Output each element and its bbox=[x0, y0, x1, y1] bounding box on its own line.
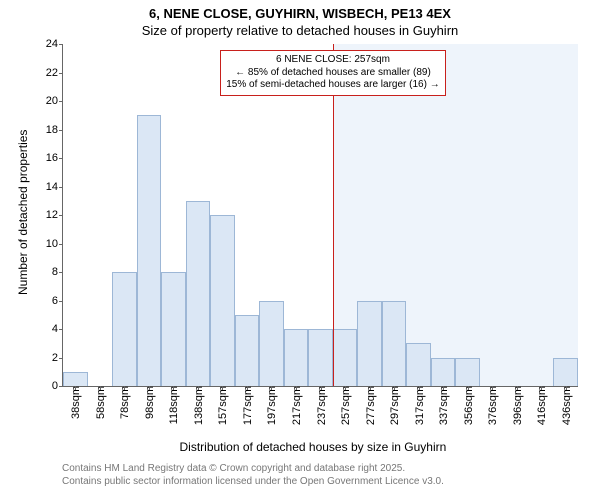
x-tick: 376sqm bbox=[485, 386, 499, 425]
histogram-bar bbox=[333, 329, 358, 386]
x-tick: 138sqm bbox=[191, 386, 205, 425]
x-tick: 118sqm bbox=[166, 386, 180, 424]
histogram-bar bbox=[406, 343, 431, 386]
x-tick: 78sqm bbox=[117, 386, 131, 419]
x-tick: 177sqm bbox=[240, 386, 254, 425]
x-tick: 217sqm bbox=[289, 386, 303, 425]
x-tick: 356sqm bbox=[461, 386, 475, 425]
x-tick: 58sqm bbox=[93, 386, 107, 419]
x-tick: 436sqm bbox=[559, 386, 573, 425]
x-tick: 98sqm bbox=[142, 386, 156, 419]
histogram-bar bbox=[137, 115, 162, 386]
histogram-bar bbox=[308, 329, 333, 386]
y-axis-label: Number of detached properties bbox=[16, 130, 30, 295]
histogram-bar bbox=[63, 372, 88, 386]
annotation-line3: 15% of semi-detached houses are larger (… bbox=[226, 79, 439, 92]
chart-title-line1: 6, NENE CLOSE, GUYHIRN, WISBECH, PE13 4E… bbox=[0, 0, 600, 23]
annotation-box: 6 NENE CLOSE: 257sqm← 85% of detached ho… bbox=[220, 50, 445, 96]
x-tick: 157sqm bbox=[215, 386, 229, 425]
histogram-bar bbox=[382, 301, 407, 387]
histogram-bar bbox=[431, 358, 456, 387]
footer-line1: Contains HM Land Registry data © Crown c… bbox=[62, 462, 444, 475]
x-tick: 297sqm bbox=[387, 386, 401, 425]
annotation-line1: 6 NENE CLOSE: 257sqm bbox=[226, 54, 439, 67]
x-tick: 416sqm bbox=[534, 386, 548, 425]
histogram-bar bbox=[284, 329, 309, 386]
x-tick: 396sqm bbox=[510, 386, 524, 425]
x-tick: 237sqm bbox=[314, 386, 328, 425]
chart-title-line2: Size of property relative to detached ho… bbox=[0, 23, 600, 38]
x-tick: 277sqm bbox=[363, 386, 377, 425]
histogram-bar bbox=[553, 358, 578, 387]
histogram-bar bbox=[210, 215, 235, 386]
x-tick: 257sqm bbox=[338, 386, 352, 425]
x-tick: 337sqm bbox=[436, 386, 450, 425]
chart-container: { "title_line1": "6, NENE CLOSE, GUYHIRN… bbox=[0, 0, 600, 500]
plot-area: 02468101214161820222438sqm58sqm78sqm98sq… bbox=[62, 44, 578, 387]
x-tick: 38sqm bbox=[68, 386, 82, 419]
histogram-bar bbox=[455, 358, 480, 387]
x-tick: 197sqm bbox=[264, 386, 278, 425]
footer-line2: Contains public sector information licen… bbox=[62, 475, 444, 488]
histogram-bar bbox=[161, 272, 186, 386]
histogram-bar bbox=[357, 301, 382, 387]
histogram-bar bbox=[186, 201, 211, 386]
annotation-line2: ← 85% of detached houses are smaller (89… bbox=[226, 67, 439, 80]
x-axis-label: Distribution of detached houses by size … bbox=[180, 440, 447, 454]
histogram-bar bbox=[112, 272, 137, 386]
footer-attribution: Contains HM Land Registry data © Crown c… bbox=[62, 462, 444, 488]
x-tick: 317sqm bbox=[412, 386, 426, 425]
histogram-bar bbox=[235, 315, 260, 386]
histogram-bar bbox=[259, 301, 284, 387]
